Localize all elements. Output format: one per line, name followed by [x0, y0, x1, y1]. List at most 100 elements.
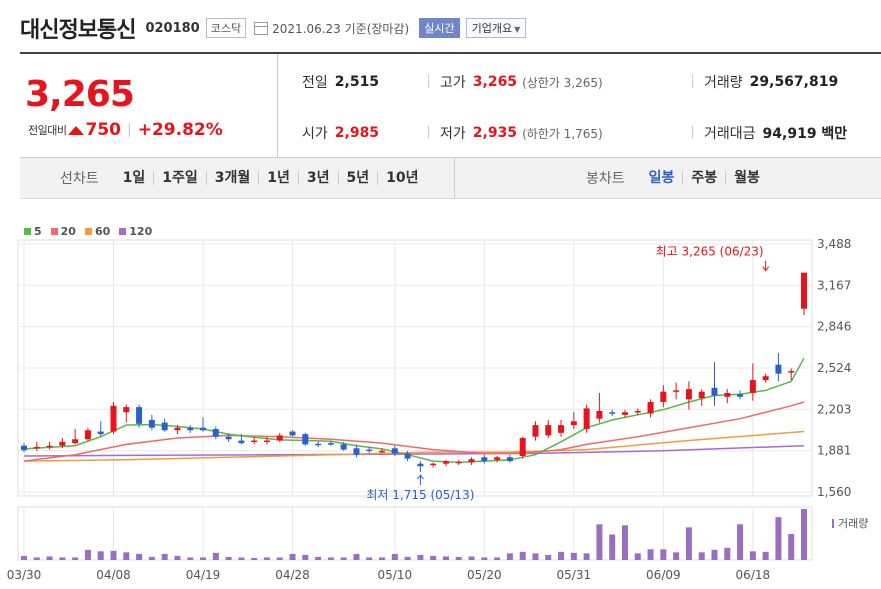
toolbar-divider [454, 158, 455, 198]
prev-close-value: 2,515 [334, 74, 380, 90]
legend-label: 120 [129, 225, 153, 238]
volume-label: 거래량 [704, 75, 743, 91]
legend-label: 5 [34, 225, 42, 238]
candle-body [788, 371, 795, 373]
candle-body [174, 427, 181, 431]
period-10y[interactable]: 10년 [386, 170, 419, 186]
volume-bar [251, 557, 258, 560]
volume-bar [442, 556, 449, 560]
x-tick-label: 06/09 [646, 568, 681, 582]
volume-bar [685, 527, 692, 560]
volume-bar [634, 553, 641, 560]
candle-body [647, 401, 654, 414]
legend-ma120[interactable]: 120 [119, 225, 152, 238]
x-tick-label: 06/18 [736, 568, 771, 582]
lower-limit: (하한가 1,765) [522, 126, 603, 141]
period-1y[interactable]: 1년 [259, 171, 299, 185]
candle-body [97, 431, 104, 435]
candle-weekly[interactable]: 주봉 [683, 171, 727, 185]
volume-bar [519, 551, 526, 560]
legend-ma60[interactable]: 60 [84, 225, 110, 238]
price-summary: 3,265 전일대비 750 | +29.82% 전일 2,515 고가 3,2… [20, 52, 881, 158]
candle-body [21, 445, 27, 451]
volume-pane-frame [17, 506, 813, 561]
volume-legend: 거래량 [832, 515, 868, 531]
candle-body [660, 391, 667, 402]
change-row: 전일대비 750 | +29.82% [28, 120, 223, 140]
volume-bar [468, 556, 475, 560]
volume-bar [647, 549, 654, 560]
candle-body [353, 448, 360, 455]
legend-ma5[interactable]: 5 [24, 225, 42, 238]
candle-body [161, 422, 168, 431]
period-label: 선차트 [60, 171, 99, 187]
volume-bar [506, 553, 513, 560]
y-tick-label: 3,488 [817, 237, 851, 251]
volume-bar [673, 552, 680, 560]
high-label: 고가 [440, 75, 466, 91]
volume-bar [391, 553, 398, 560]
candle-daily[interactable]: 일봉 [641, 171, 684, 185]
y-tick-label: 2,524 [817, 361, 851, 375]
candle-body [110, 405, 117, 432]
period-3y[interactable]: 3년 [299, 171, 339, 185]
candle-monthly[interactable]: 월봉 [734, 170, 760, 186]
volume-bar [353, 553, 360, 560]
candle-body [302, 434, 309, 445]
y-tick-label: 1,560 [817, 485, 851, 499]
volume-bar [494, 557, 501, 560]
candle-body [596, 410, 603, 419]
x-tick-label: 04/19 [186, 568, 221, 582]
company-name[interactable]: 대신정보통신 [20, 18, 136, 43]
candle-body [609, 412, 616, 414]
period-3m[interactable]: 3개월 [207, 171, 260, 185]
period-1w[interactable]: 1주일 [154, 171, 207, 185]
legend-swatch [24, 228, 31, 235]
volume-bar [532, 553, 539, 560]
candle-label: 봉차트 [586, 171, 625, 187]
volume-bar [711, 549, 718, 560]
candle-body [519, 437, 526, 456]
volume-bar [455, 556, 462, 560]
volume-bar [110, 550, 117, 560]
open-label: 시가 [302, 126, 328, 142]
divider [428, 126, 429, 139]
volume-bar [72, 557, 79, 560]
realtime-button[interactable]: 실시간 [419, 18, 460, 38]
low-label: 저가 [440, 126, 466, 142]
candle-body [801, 272, 807, 309]
ma60-line [23, 430, 805, 462]
candle-body [46, 445, 53, 448]
volume-bar [225, 556, 232, 560]
candle-body [263, 440, 270, 443]
candle-body [621, 412, 628, 415]
legend-ma20[interactable]: 20 [50, 225, 76, 238]
candle-body [276, 435, 283, 441]
chart-toolbar: 선차트 1일 1주일 3개월 1년 3년 5년 10년 봉차트 일봉 주봉 월봉 [20, 158, 881, 199]
volume-bar [698, 552, 705, 560]
volume-bar [33, 557, 40, 560]
candle-body [430, 463, 437, 466]
x-tick-label: 04/28 [275, 568, 310, 582]
candle-body [749, 380, 756, 393]
x-tick-label: 05/31 [557, 568, 592, 582]
candle-body [136, 407, 143, 424]
candle-body [327, 443, 334, 445]
y-tick-label: 1,881 [817, 444, 851, 458]
volume-bar [366, 557, 373, 560]
change-value: 750 [85, 120, 121, 140]
period-5y[interactable]: 5년 [339, 171, 379, 185]
company-info-label: 기업개요 [471, 22, 513, 35]
candle-tabs: 봉차트 일봉 주봉 월봉 [586, 158, 768, 198]
company-info-dropdown[interactable]: 기업개요 ▼ [465, 18, 527, 38]
candle-body [340, 444, 347, 450]
price-chart[interactable]: 3,488 3,167 2,846 2,524 2,203 1,881 1,560 03/30… [0, 230, 881, 589]
candle-body [72, 439, 79, 444]
candle-body [238, 440, 245, 444]
high-value: 3,265 [472, 74, 518, 90]
candle-body [506, 457, 513, 462]
period-1d[interactable]: 1일 [115, 171, 155, 185]
volume-bar [749, 551, 756, 560]
volume-bar [46, 556, 53, 560]
volume-bar [21, 555, 27, 560]
